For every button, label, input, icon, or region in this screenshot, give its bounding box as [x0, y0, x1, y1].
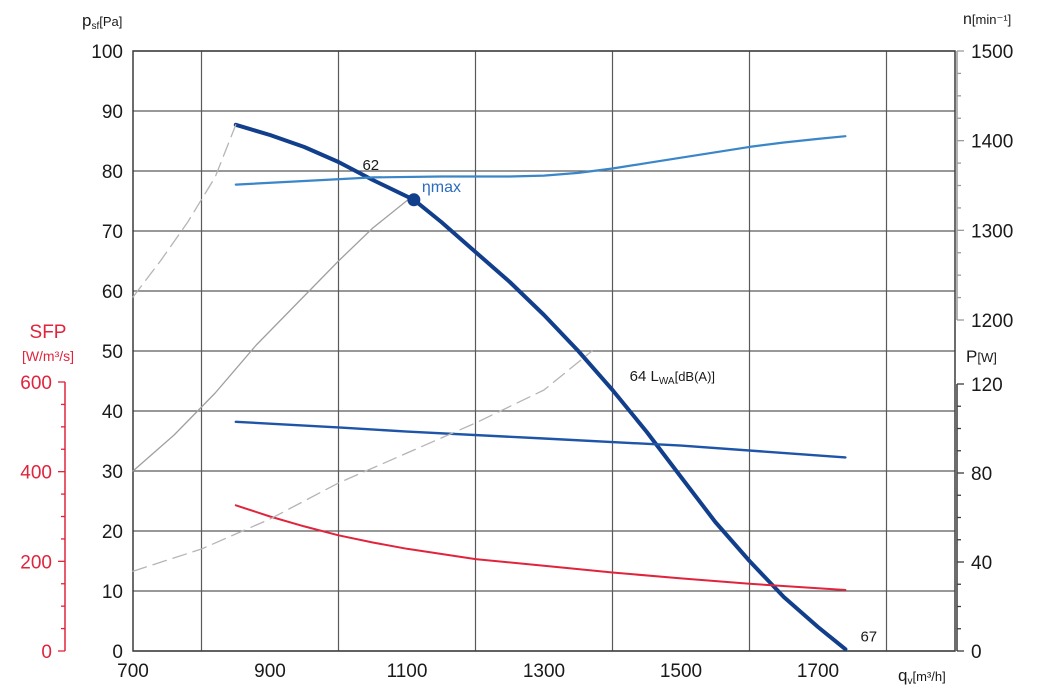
- x-tick-700: 700: [117, 661, 149, 682]
- y-tick-100: 100: [91, 42, 123, 63]
- system-64-curve: [132, 350, 593, 572]
- sfp-tick-200: 200: [20, 552, 52, 573]
- series-group: [132, 122, 848, 652]
- x-tick-1500: 1500: [660, 661, 702, 682]
- y-tick-50: 50: [102, 342, 123, 363]
- speed-axis-label: n[min⁻¹]: [963, 11, 1011, 28]
- speed-tick-1200: 1200: [971, 311, 1013, 332]
- power-tick-80: 80: [971, 464, 992, 485]
- sfp-curve: [234, 504, 847, 591]
- y-tick-0: 0: [112, 642, 123, 663]
- y-tick-70: 70: [102, 222, 123, 243]
- power-tick-40: 40: [971, 553, 992, 574]
- x-axis-label: qv[m³/h]: [898, 666, 946, 687]
- x-tick-1100: 1100: [387, 661, 428, 682]
- pressure-curve: [233, 122, 848, 652]
- power-axis-label: P[W]: [966, 347, 997, 366]
- plot-border: [132, 50, 956, 652]
- marker-group: ηmax: [407, 179, 461, 207]
- plot-frame: [132, 50, 956, 652]
- x-tick-900: 900: [254, 661, 286, 682]
- y-tick-80: 80: [102, 162, 123, 183]
- speed-tick-1400: 1400: [971, 132, 1013, 153]
- x-tick-1700: 1700: [797, 661, 839, 682]
- power-curve: [234, 420, 847, 459]
- speed-tick-1300: 1300: [971, 221, 1013, 242]
- sfp-tick-400: 400: [20, 463, 52, 484]
- axes-group: 700 900 1100 1300 1500 1700010203040506070809…: [20, 11, 1013, 687]
- speed-tick-1500: 1500: [971, 42, 1013, 63]
- system-62-curve: [132, 194, 415, 472]
- sfp-axis-unit: [W/m³/s]: [22, 348, 74, 364]
- sfp-tick-0: 0: [41, 642, 52, 663]
- sfp-tick-600: 600: [20, 373, 52, 394]
- annotation-group: 62 64 LWA[dB(A)] 67: [362, 157, 877, 646]
- lwa-62-label: 62: [362, 157, 379, 174]
- y-tick-90: 90: [102, 102, 123, 123]
- power-tick-120: 120: [971, 375, 1003, 396]
- y-tick-20: 20: [102, 522, 123, 543]
- y-tick-60: 60: [102, 282, 123, 303]
- lwa-64-label: 64 LWA[dB(A)]: [630, 368, 715, 387]
- x-tick-1300: 1300: [523, 661, 565, 682]
- eta-max-marker: [407, 193, 421, 207]
- speed-curve: [234, 135, 847, 186]
- y-tick-30: 30: [102, 462, 123, 483]
- y-tick-40: 40: [102, 402, 123, 423]
- sfp-axis-label: SFP: [30, 322, 67, 343]
- y-tick-10: 10: [102, 582, 123, 603]
- lwa-67-label: 67: [860, 628, 877, 645]
- eta-max-label: ηmax: [422, 179, 461, 196]
- power-tick-0: 0: [971, 642, 982, 663]
- y-axis-label: psf[Pa]: [82, 11, 122, 32]
- system-upper-curve: [132, 124, 237, 298]
